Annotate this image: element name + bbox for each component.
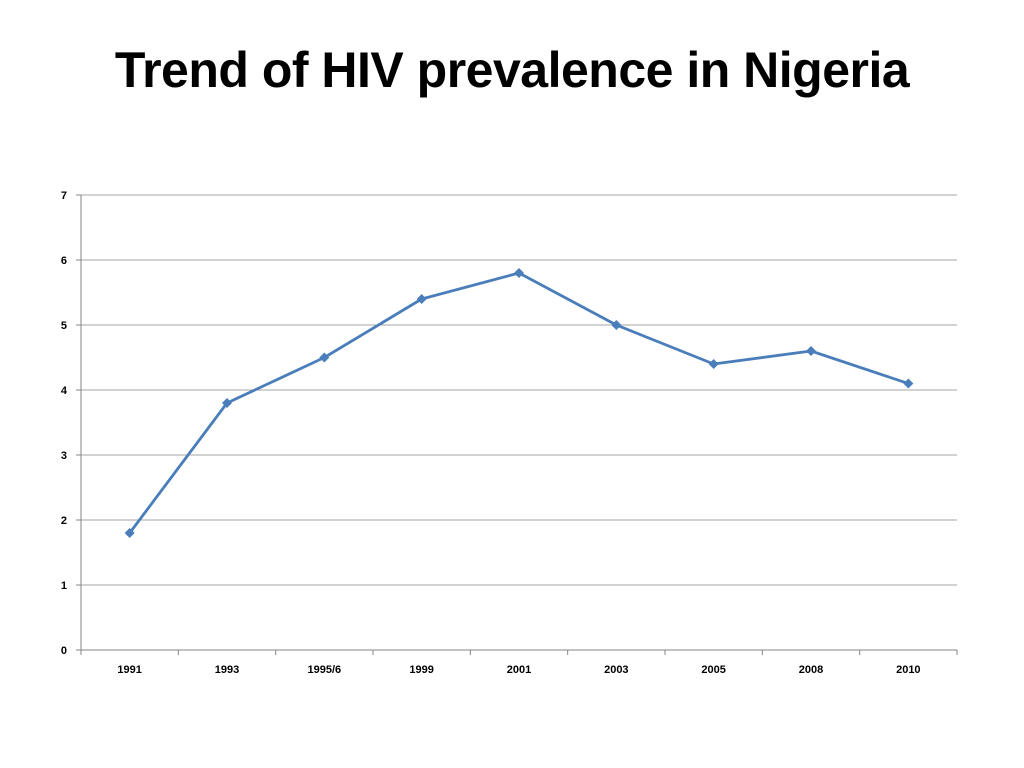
y-tick-label: 6 (61, 255, 67, 267)
data-point-marker (416, 294, 427, 304)
data-point-marker (124, 528, 135, 538)
x-tick-label: 2003 (604, 664, 628, 676)
data-point-marker (708, 359, 719, 369)
data-point-marker (319, 352, 330, 363)
y-tick-label: 0 (61, 645, 67, 657)
data-point-marker (611, 320, 622, 330)
tick-labels: 0 1 2 3 4 5 6 7 1991 1993 1995/6 1999 2001 2003 2005 20… (61, 190, 921, 676)
data-point-marker (514, 268, 524, 278)
x-tick-label: 1991 (117, 664, 141, 676)
data-point-marker (222, 398, 232, 408)
x-tick-label: 1995/6 (308, 664, 342, 676)
y-tick-label: 1 (61, 580, 67, 592)
y-tick-label: 4 (61, 385, 68, 397)
gridlines (81, 194, 957, 586)
x-tick-label: 2005 (701, 664, 725, 676)
axes (76, 194, 958, 655)
x-tick-label: 1999 (409, 664, 433, 676)
data-point-marker (806, 346, 816, 356)
x-tick-label: 2008 (799, 664, 823, 676)
series-layer (124, 268, 914, 538)
y-tick-label: 2 (61, 515, 67, 527)
x-tick-label: 2010 (896, 664, 920, 676)
x-tick-label: 1993 (215, 664, 239, 676)
y-tick-label: 5 (61, 320, 67, 332)
data-point-marker (903, 378, 914, 389)
y-tick-label: 3 (61, 450, 67, 462)
slide-title: Trend of HIV prevalence in Nigeria (114, 42, 910, 98)
y-tick-label: 7 (61, 190, 67, 202)
x-tick-label: 2001 (507, 664, 531, 676)
series-line (128, 271, 910, 535)
